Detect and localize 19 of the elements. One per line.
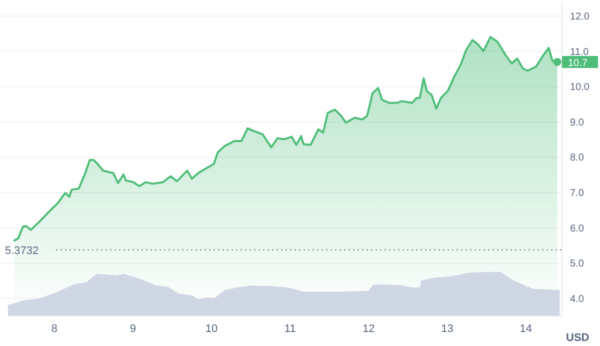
y-axis-title: USD [566, 332, 590, 344]
x-tick-label: 9 [130, 323, 136, 335]
y-tick-label: 10.0 [570, 82, 590, 94]
y-tick-label: 11.0 [570, 46, 590, 58]
y-tick-label: 7.0 [570, 188, 584, 200]
y-tick-label: 12.0 [570, 12, 590, 23]
x-tick-label: 14 [520, 323, 532, 335]
annotation: 10.7 [568, 58, 588, 69]
x-tick-label: 10 [205, 323, 218, 335]
y-tick-label: 5.0 [570, 258, 584, 270]
y-tick-label: 8.0 [570, 152, 584, 164]
y-tick-label: 6.0 [570, 223, 584, 234]
x-tick-label: 8 [51, 323, 58, 335]
y-tick-label: 4.0 [570, 294, 584, 305]
x-tick-label: 12 [362, 323, 375, 335]
x-tick-label: 13 [441, 323, 454, 335]
ref-line-label: 5.3732 [5, 244, 39, 257]
y-tick-label: 9.0 [570, 117, 584, 128]
x-tick-label: 11 [284, 323, 296, 335]
